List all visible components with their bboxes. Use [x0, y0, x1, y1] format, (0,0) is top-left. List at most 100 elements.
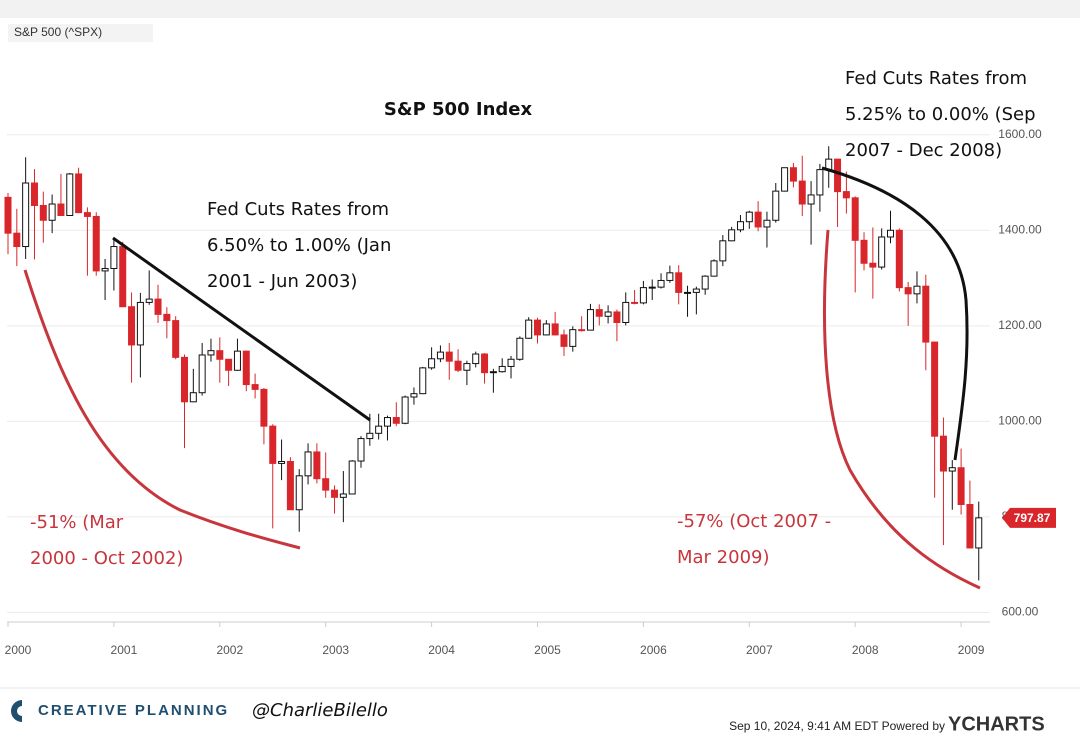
candle-body: [516, 337, 524, 360]
candle-body: [498, 365, 506, 373]
candle-body: [119, 246, 127, 308]
candle-body: [75, 173, 83, 214]
brand-name: CREATIVE PLANNING: [38, 702, 229, 719]
candle-body: [83, 212, 91, 217]
candle-body: [339, 493, 347, 498]
candle-body: [410, 393, 418, 398]
candle-body: [904, 287, 912, 295]
candle-body: [269, 425, 277, 464]
candle-body: [939, 435, 947, 472]
author-handle: @CharlieBilello: [252, 700, 388, 721]
candle-body: [136, 301, 144, 346]
provider-logo: YCHARTS: [948, 713, 1045, 735]
candle-body: [22, 182, 30, 248]
candle-body: [763, 219, 771, 228]
x-tick-label: 2001: [111, 643, 138, 657]
candle-body: [348, 460, 356, 495]
candle-body: [816, 169, 824, 196]
annotation: 2007 - Dec 2008): [845, 140, 1002, 161]
candle-body: [251, 384, 259, 390]
annotation: Fed Cuts Rates from: [207, 199, 389, 220]
candle-body: [798, 180, 806, 205]
candle-body: [525, 319, 533, 339]
candle-body: [207, 350, 215, 356]
candle-body: [931, 341, 939, 437]
candle-body: [242, 350, 250, 386]
candle-body: [278, 460, 286, 464]
symbol-label: S&P 500 (^SPX): [14, 25, 102, 39]
candle-body: [463, 363, 471, 371]
candle-body: [878, 236, 886, 268]
annotation: 2000 - Oct 2002): [30, 548, 183, 569]
candle-body: [586, 309, 594, 331]
candle-body: [366, 432, 374, 440]
price-tag: [1002, 507, 1056, 528]
candle-body: [913, 285, 921, 295]
annotation: 2001 - Jun 2003): [207, 271, 357, 292]
candle-body: [419, 367, 427, 395]
annotation: -57% (Oct 2007 -: [677, 511, 831, 532]
candle-body: [534, 319, 541, 336]
candle-body: [92, 215, 100, 272]
candle-body: [401, 396, 409, 424]
candle-body: [383, 417, 391, 427]
brand-logo: [11, 700, 22, 722]
candle-body: [154, 298, 162, 315]
drawdown-curve: [823, 229, 981, 590]
candle-body: [313, 451, 321, 480]
candle-body: [181, 356, 188, 403]
candle-body: [39, 204, 47, 221]
candle-body: [163, 313, 171, 322]
candle-body: [860, 239, 868, 264]
timestamp: Sep 10, 2024, 9:41 AM EDT Powered by: [729, 719, 945, 733]
candle-body: [789, 167, 797, 182]
candle-body: [807, 194, 815, 205]
candle-body: [489, 371, 497, 374]
candle-body: [648, 286, 656, 289]
candle-body: [445, 351, 453, 362]
candle-body: [957, 467, 965, 505]
chart-title: S&P 500 Index: [384, 99, 533, 120]
candle-body: [772, 190, 780, 221]
annotation: 6.50% to 1.00% (Jan: [207, 235, 391, 256]
symbol-box: [8, 24, 153, 42]
candle-body: [560, 334, 568, 347]
x-tick-label: 2008: [852, 643, 879, 657]
drawdown-curve: [23, 269, 301, 550]
x-tick-label: 2002: [216, 643, 243, 657]
candle-body: [357, 438, 365, 462]
annotation: 5.25% to 0.00% (Sep: [845, 104, 1036, 125]
candle-body: [834, 158, 842, 193]
candle-body: [392, 417, 400, 424]
y-tick-label: 1000.00: [998, 414, 1042, 428]
x-tick-label: 2006: [640, 643, 667, 657]
candle-body: [472, 353, 480, 365]
candle-body: [595, 309, 603, 317]
candle-body: [172, 320, 180, 358]
candle-body: [736, 221, 744, 231]
candle-body: [948, 467, 956, 472]
candle-body: [110, 246, 118, 270]
candle-body: [295, 475, 303, 511]
candle-body: [286, 460, 294, 511]
candle-body: [719, 240, 727, 262]
candle-body: [869, 262, 877, 268]
candle-body: [657, 279, 665, 288]
candle-body: [639, 287, 647, 304]
candle-body: [145, 298, 153, 303]
candle-body: [216, 350, 224, 360]
candle-body: [569, 329, 577, 347]
candle-body: [710, 260, 718, 277]
candle-body: [975, 517, 983, 549]
candle-body: [57, 203, 65, 216]
price-tag-label: 797.87: [1014, 511, 1051, 525]
candle-body: [48, 203, 56, 221]
candle-body: [189, 392, 197, 403]
x-tick-label: 2005: [534, 643, 561, 657]
top-strip: [0, 0, 1080, 18]
candle-body: [322, 478, 330, 491]
candle-body: [692, 288, 700, 293]
candle-body: [922, 285, 930, 343]
candle-body: [966, 503, 974, 549]
